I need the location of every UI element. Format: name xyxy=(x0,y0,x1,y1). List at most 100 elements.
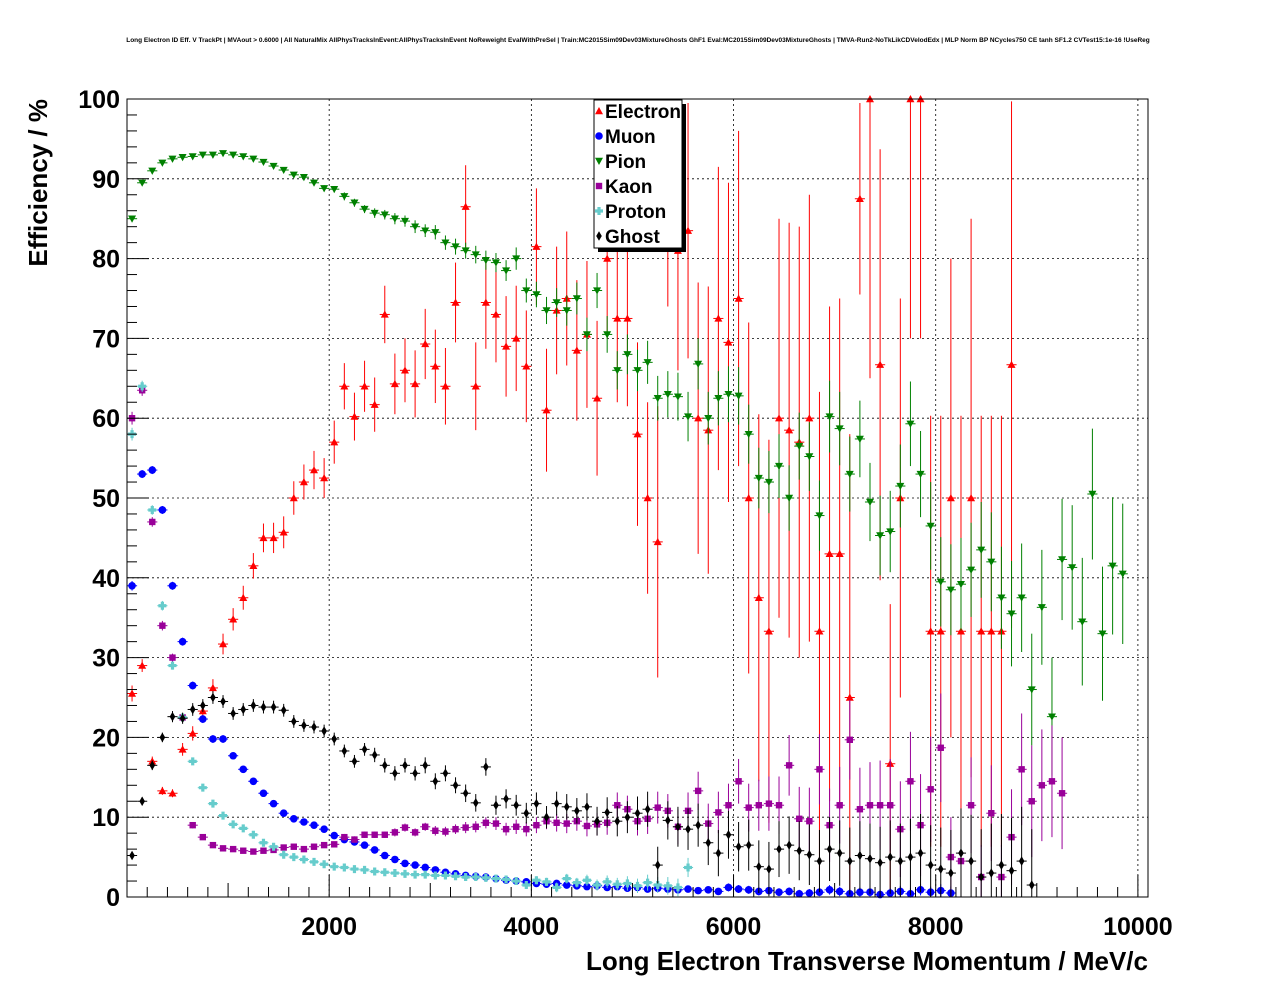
data-point xyxy=(956,627,965,635)
data-point xyxy=(360,841,369,849)
data-point xyxy=(341,833,348,841)
data-point xyxy=(532,876,541,885)
data-point xyxy=(502,342,511,350)
x-tick-label: 10000 xyxy=(1103,913,1173,941)
data-point xyxy=(1037,604,1046,612)
legend-marker-kaon xyxy=(595,182,603,190)
data-point xyxy=(1007,610,1016,618)
data-point xyxy=(785,494,794,502)
legend-box xyxy=(593,99,683,249)
data-point xyxy=(321,726,327,736)
data-point xyxy=(886,528,895,536)
data-point xyxy=(390,869,399,878)
data-point xyxy=(764,627,773,635)
data-point xyxy=(391,855,399,864)
data-point xyxy=(289,853,298,862)
y-axis-label: Efficiency / % xyxy=(23,99,53,267)
data-point xyxy=(946,494,955,502)
data-point xyxy=(563,802,570,812)
data-point xyxy=(461,202,470,210)
data-point xyxy=(724,883,733,892)
data-point xyxy=(260,847,267,854)
data-point xyxy=(634,808,641,819)
data-point xyxy=(967,494,976,502)
data-point xyxy=(320,474,329,482)
data-point xyxy=(593,881,602,890)
data-point xyxy=(219,811,228,820)
data-point xyxy=(351,836,358,843)
legend-label-muon: Muon xyxy=(605,127,656,148)
data-point xyxy=(198,151,207,159)
data-point xyxy=(775,888,783,897)
data-point xyxy=(209,841,217,849)
data-point xyxy=(239,765,248,774)
data-point xyxy=(533,821,540,829)
data-point xyxy=(836,802,843,809)
data-point xyxy=(502,875,511,884)
x-axis-label: Long Electron Transverse Momentum / MeV/… xyxy=(586,946,1148,976)
data-point xyxy=(138,470,146,478)
data-point xyxy=(229,151,238,159)
data-point xyxy=(744,494,753,502)
data-point xyxy=(735,841,742,852)
data-point xyxy=(250,700,257,711)
data-point xyxy=(835,549,844,558)
data-point xyxy=(1027,686,1036,694)
data-point xyxy=(189,821,196,829)
data-point xyxy=(219,640,228,648)
data-point xyxy=(815,512,824,520)
data-point xyxy=(734,885,743,893)
legend-label-electron: Electron xyxy=(605,102,681,123)
data-point xyxy=(694,360,703,368)
data-point xyxy=(158,786,167,795)
data-point xyxy=(998,860,1005,870)
data-point xyxy=(572,295,581,303)
data-point xyxy=(188,681,197,690)
x-tick-label: 6000 xyxy=(706,913,762,941)
data-point xyxy=(1078,618,1087,626)
data-point xyxy=(613,367,622,375)
data-point xyxy=(452,825,459,833)
data-point xyxy=(168,789,177,797)
data-point xyxy=(856,806,864,813)
data-point xyxy=(633,367,642,375)
data-point xyxy=(371,831,378,838)
data-point xyxy=(714,314,723,322)
data-point xyxy=(370,400,379,408)
data-point xyxy=(230,708,236,719)
data-point xyxy=(694,414,703,422)
data-point xyxy=(482,819,490,826)
data-point xyxy=(199,833,207,841)
data-point xyxy=(471,251,480,259)
data-point xyxy=(280,705,287,716)
data-point xyxy=(512,823,520,830)
chart-title: Long Electron ID Eff. V TrackPt | MVAout… xyxy=(126,37,1150,44)
data-point xyxy=(867,853,873,864)
data-point xyxy=(653,537,662,546)
legend-marker-muon xyxy=(595,132,603,140)
data-point xyxy=(411,223,420,231)
data-point xyxy=(442,828,449,835)
data-point xyxy=(825,886,834,894)
data-point xyxy=(128,581,136,590)
data-point xyxy=(421,863,430,872)
data-point xyxy=(178,745,187,753)
data-point xyxy=(431,362,440,370)
data-point xyxy=(714,395,723,403)
data-point xyxy=(491,874,500,883)
y-tick-label: 100 xyxy=(78,86,120,114)
data-point xyxy=(988,810,995,817)
data-point xyxy=(461,247,470,255)
data-point xyxy=(907,852,914,862)
data-point xyxy=(491,259,500,267)
data-point xyxy=(289,171,298,179)
data-point xyxy=(623,879,632,888)
data-point xyxy=(806,817,813,825)
data-point xyxy=(1108,562,1117,570)
data-point xyxy=(685,824,691,834)
data-point xyxy=(310,466,319,474)
data-point xyxy=(623,351,632,359)
data-point xyxy=(522,362,531,370)
data-point xyxy=(148,466,157,474)
data-point xyxy=(380,851,389,860)
